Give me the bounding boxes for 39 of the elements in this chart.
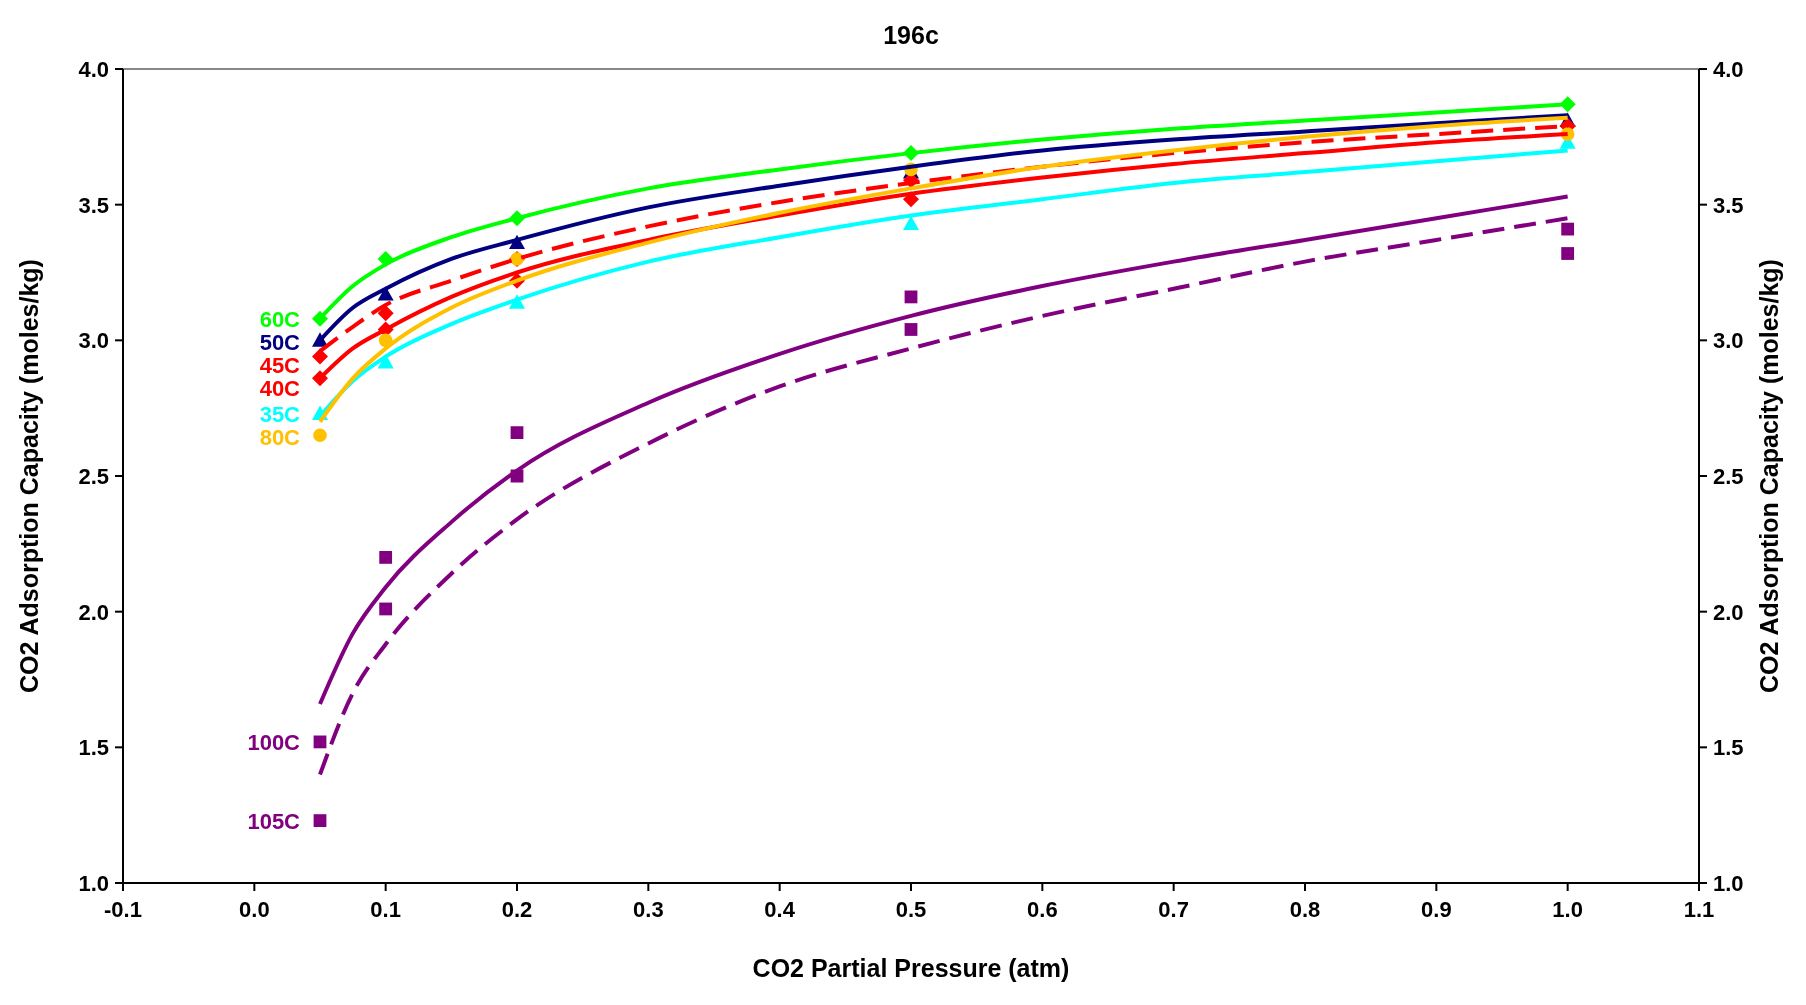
y-tick-label: 1.5 bbox=[78, 735, 109, 761]
x-tick-label: 0.7 bbox=[1158, 897, 1189, 922]
x-tick-label: 0.0 bbox=[239, 897, 270, 922]
y2-tick-label: 2.5 bbox=[1713, 464, 1744, 489]
x-tick-label: -0.1 bbox=[104, 897, 142, 922]
y-tick-label: 1.0 bbox=[78, 871, 109, 896]
x-tick-label: 1.1 bbox=[1683, 897, 1715, 922]
x-tick-label: 0.3 bbox=[633, 897, 664, 922]
y2-tick-label: 3.5 bbox=[1713, 192, 1744, 218]
y2-axis-title: CO2 Adsorption Capacity (moles/kg) bbox=[1755, 259, 1783, 693]
series-label: 45C bbox=[259, 352, 301, 378]
y-tick-label: 4.0 bbox=[78, 57, 109, 82]
y2-tick-label: 2.0 bbox=[1713, 599, 1744, 625]
series-label: 40C bbox=[259, 375, 301, 401]
x-tick-label: 1.0 bbox=[1552, 897, 1583, 922]
x-tick-label: 0.5 bbox=[895, 897, 927, 922]
x-tick-label: 0.2 bbox=[501, 897, 533, 922]
series-label: 60C bbox=[259, 306, 301, 332]
series-label: 80C bbox=[259, 424, 301, 450]
x-axis-title: CO2 Partial Pressure (atm) bbox=[752, 954, 1070, 982]
y-axis-title: CO2 Adsorption Capacity (moles/kg) bbox=[15, 259, 43, 693]
y-tick-label: 3.0 bbox=[78, 328, 109, 354]
x-tick-label: 0.9 bbox=[1421, 897, 1452, 922]
chart-title: 196c bbox=[883, 21, 939, 49]
x-tick-label: 0.1 bbox=[370, 897, 401, 922]
x-tick-label: 0.8 bbox=[1289, 897, 1321, 922]
y-tick-label: 3.5 bbox=[78, 192, 109, 218]
series-label: 50C bbox=[259, 329, 301, 355]
y2-tick-label: 3.0 bbox=[1713, 328, 1744, 354]
y2-tick-label: 1.5 bbox=[1713, 735, 1744, 761]
x-tick-label: 0.4 bbox=[764, 897, 796, 922]
y-tick-label: 2.0 bbox=[78, 599, 109, 625]
x-tick-label: 0.6 bbox=[1027, 897, 1058, 922]
y-tick-label: 2.5 bbox=[78, 464, 109, 489]
series-label: 35C bbox=[259, 401, 301, 427]
y2-tick-label: 1.0 bbox=[1713, 871, 1744, 896]
series-label: 105C bbox=[247, 808, 301, 834]
series-label: 100C bbox=[247, 729, 301, 755]
y2-tick-label: 4.0 bbox=[1713, 57, 1744, 82]
